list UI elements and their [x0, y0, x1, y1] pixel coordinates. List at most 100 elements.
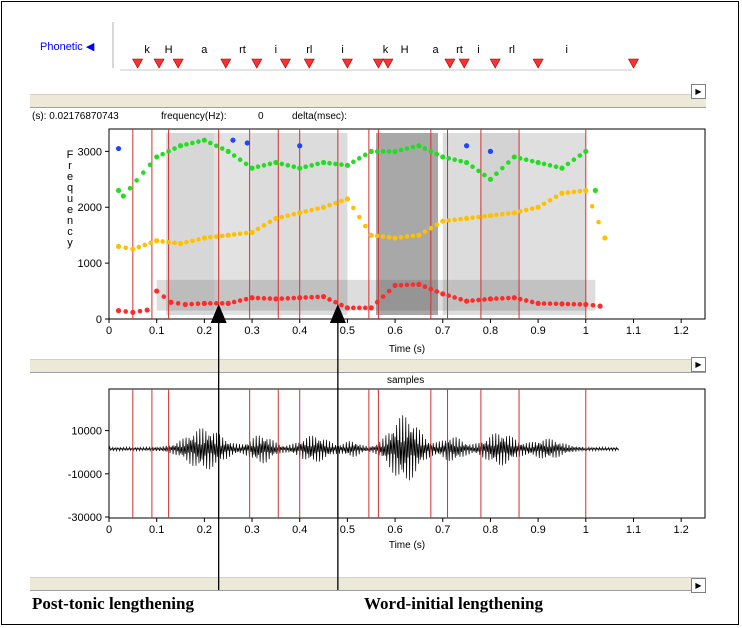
- f2-point: [506, 211, 511, 216]
- x-tick-label: 0.9: [530, 524, 545, 536]
- f2-point: [297, 210, 303, 216]
- f1-point: [506, 295, 511, 301]
- annotation-arrow-head: [210, 304, 227, 323]
- f2-point: [291, 211, 297, 217]
- tier-scrollbar[interactable]: [30, 94, 706, 108]
- f2-point: [416, 232, 422, 238]
- x-tick-label: 0: [106, 524, 112, 536]
- readout-delta-label: delta(msec):: [292, 111, 348, 122]
- f1-point: [392, 282, 398, 289]
- x-tick-label: 0.4: [292, 524, 307, 536]
- x-tick-label: 0.1: [149, 325, 164, 337]
- f1-point: [273, 296, 279, 302]
- f2-point: [428, 225, 434, 231]
- f3-point: [303, 164, 308, 170]
- f4-point: [297, 143, 303, 149]
- x-tick-label: 0.9: [530, 325, 545, 337]
- waveform-scrollbar[interactable]: [30, 577, 706, 591]
- f3-point: [547, 163, 553, 168]
- f3-point: [398, 147, 404, 153]
- f1-point: [380, 294, 386, 299]
- f2-point: [596, 219, 601, 225]
- f3-point: [261, 163, 267, 168]
- x-tick-label: 0.6: [387, 325, 402, 337]
- spectrogram-energy: [166, 133, 214, 315]
- x-tick-label: 0.2: [197, 325, 212, 337]
- f3-point: [452, 157, 457, 163]
- f1-point: [452, 295, 457, 300]
- f2-point: [177, 240, 184, 247]
- f2-point: [494, 212, 499, 218]
- boundary-marker-icon: [220, 58, 232, 69]
- f3-point: [392, 148, 398, 154]
- f3-point: [177, 143, 184, 149]
- x-tick-label: 1: [583, 524, 589, 536]
- f2-point: [446, 218, 452, 223]
- f1-point: [168, 299, 174, 305]
- f3-point: [386, 149, 392, 154]
- x-tick-label: 0.5: [340, 325, 355, 337]
- f2-point: [487, 213, 494, 219]
- f1-point: [267, 296, 273, 301]
- scroll-right-button[interactable]: ▶: [691, 84, 706, 99]
- boundary-marker-icon: [172, 58, 184, 69]
- f2-point: [523, 207, 529, 213]
- f1-point: [255, 295, 261, 301]
- f2-point: [517, 209, 523, 214]
- spectrogram-energy: [519, 133, 586, 315]
- f1-point: [422, 284, 428, 290]
- x-tick-label: 0.1: [149, 524, 164, 536]
- f3-point: [506, 160, 511, 165]
- f3-point: [535, 159, 541, 166]
- f2-point: [511, 210, 517, 216]
- f3-point: [494, 171, 499, 177]
- f1-point: [368, 305, 374, 311]
- scroll-right-button-2[interactable]: ▶: [691, 357, 706, 372]
- f1-point: [511, 295, 517, 301]
- f1-point: [344, 305, 350, 311]
- f2-point: [404, 234, 410, 239]
- f1-point: [547, 301, 553, 306]
- f2-point: [541, 201, 547, 207]
- f3-point: [225, 148, 231, 154]
- f1-point: [410, 282, 416, 287]
- f1-point: [327, 297, 332, 302]
- f1-point: [351, 305, 356, 311]
- x-tick-label: 1.1: [626, 325, 641, 337]
- f3-point: [285, 163, 291, 168]
- f1-point: [583, 301, 589, 308]
- ylabel-char: F: [67, 149, 74, 161]
- f2-point: [339, 198, 344, 204]
- f2-point: [344, 196, 350, 202]
- f1-point: [523, 298, 529, 303]
- ylabel-char: r: [68, 160, 72, 172]
- f2-point: [261, 223, 267, 228]
- f3-point: [315, 161, 320, 167]
- f3-point: [357, 156, 362, 161]
- f1-point: [500, 296, 505, 301]
- scroll-right-button-3[interactable]: ▶: [691, 578, 706, 593]
- f2-point: [333, 200, 338, 206]
- boundary-marker-icon: [627, 58, 639, 69]
- f2-point: [602, 235, 608, 241]
- segment-label: i: [341, 44, 343, 56]
- boundary-marker-icon: [341, 58, 353, 69]
- phonetic-tier-toggle[interactable]: Phonetic ◀: [40, 40, 94, 53]
- f1-point: [144, 307, 150, 313]
- readout-frequency-label: frequency(Hz):: [161, 111, 227, 122]
- f3-point: [344, 162, 350, 168]
- f3-point: [368, 148, 374, 154]
- f1-point: [577, 302, 583, 307]
- f1-point: [315, 294, 320, 300]
- f2-point: [320, 204, 327, 210]
- f4-point: [244, 140, 250, 146]
- f3-point: [190, 140, 195, 146]
- spectrogram-scrollbar[interactable]: [30, 359, 706, 373]
- f2-point: [500, 211, 505, 217]
- x-tick-label: 0.8: [483, 325, 498, 337]
- f2-point: [464, 215, 470, 222]
- f3-point: [482, 172, 487, 178]
- f3-point: [297, 165, 303, 171]
- x-tick-label: 1.1: [626, 524, 641, 536]
- f2-point: [231, 232, 237, 237]
